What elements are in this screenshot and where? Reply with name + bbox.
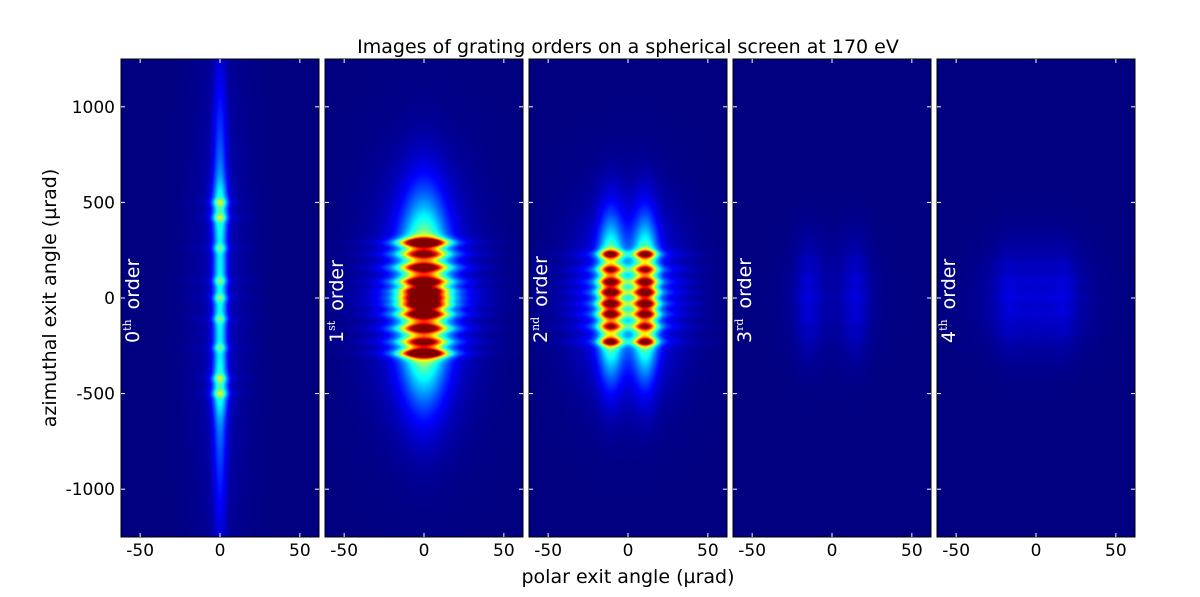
order-number: 3: [734, 331, 756, 343]
order-superscript: th: [937, 319, 950, 331]
order-label: 1st order: [325, 260, 348, 343]
x-tick-label: -50: [942, 541, 970, 561]
y-tick-label: 1000: [72, 98, 115, 118]
panel-1: -50 0 50 1st order: [324, 58, 524, 561]
order-word: order: [530, 256, 552, 313]
heatmap-image: [325, 59, 523, 537]
heatmap-canvas: [937, 59, 1135, 537]
order-superscript: rd: [733, 319, 746, 331]
x-tick-label: 0: [419, 541, 430, 561]
x-tick-label: 0: [827, 541, 838, 561]
x-tick-label: 0: [1031, 541, 1042, 561]
x-tick-label: 50: [697, 541, 719, 561]
x-tick-label: -50: [534, 541, 562, 561]
order-superscript: nd: [529, 317, 542, 331]
order-label: 0th order: [121, 258, 144, 343]
order-word: order: [326, 260, 348, 317]
x-tick-label: 50: [289, 541, 311, 561]
x-tick-label: 50: [1105, 541, 1127, 561]
order-word: order: [938, 258, 960, 315]
order-label: 2nd order: [529, 256, 552, 343]
order-number: 1: [326, 331, 348, 343]
heatmap-image: [937, 59, 1135, 537]
panel-3: -50 0 50 3rd order: [732, 58, 932, 561]
heatmap-canvas: [121, 59, 319, 537]
y-tick-label: 500: [83, 193, 115, 213]
x-tick-label: -50: [126, 541, 154, 561]
order-label: 3rd order: [733, 258, 756, 343]
heatmap-image: [121, 59, 319, 537]
y-tick-label: 0: [104, 289, 115, 309]
order-label: 4th order: [937, 258, 960, 343]
order-number: 4: [938, 331, 960, 343]
x-tick-label: 0: [215, 541, 226, 561]
order-word: order: [122, 258, 144, 315]
y-tick-label: -1000: [66, 480, 115, 500]
x-axis-label: polar exit angle (µrad): [521, 566, 734, 588]
chart-title: Images of grating orders on a spherical …: [357, 36, 899, 58]
heatmap-image: [733, 59, 931, 537]
order-word: order: [734, 258, 756, 315]
y-axis-label: azimuthal exit angle (µrad): [39, 169, 61, 427]
x-tick-label: 50: [901, 541, 923, 561]
heatmap-canvas: [325, 59, 523, 537]
order-superscript: st: [325, 320, 338, 331]
y-tick-label: -500: [76, 385, 115, 405]
panel-4: -50 0 50 4th order: [936, 58, 1136, 561]
x-tick-label: -50: [330, 541, 358, 561]
heatmap-image: [529, 59, 727, 537]
order-superscript: th: [121, 319, 134, 331]
order-number: 2: [530, 331, 552, 343]
order-number: 0: [122, 331, 144, 343]
heatmap-canvas: [529, 59, 727, 537]
x-tick-label: 50: [493, 541, 515, 561]
heatmap-canvas: [733, 59, 931, 537]
x-tick-label: -50: [738, 541, 766, 561]
x-tick-label: 0: [623, 541, 634, 561]
panel-2: -50 0 50 2nd order: [528, 58, 728, 561]
